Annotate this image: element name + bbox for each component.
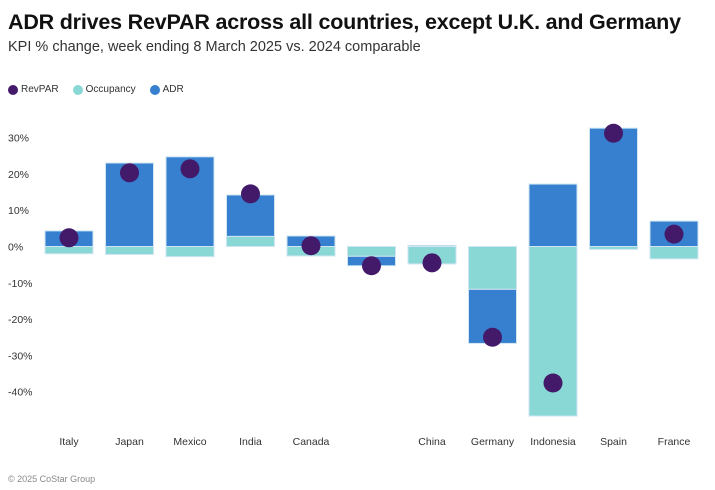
x-tick-label: France <box>658 436 691 448</box>
legend-item-revpar: RevPAR <box>8 84 59 95</box>
bar-occupancy <box>105 246 154 255</box>
y-tick-label: -20% <box>8 314 33 326</box>
revpar-dot <box>664 224 684 244</box>
y-tick-label: 30% <box>8 133 29 145</box>
revpar-dot <box>59 228 79 248</box>
bar-adr <box>589 127 638 247</box>
occupancy-swatch <box>72 84 83 95</box>
revpar-dot <box>483 327 502 347</box>
legend-item-adr: ADR <box>149 84 184 95</box>
y-tick-label: -30% <box>8 350 33 362</box>
bar-occupancy <box>649 246 699 260</box>
revpar-dot <box>604 123 623 143</box>
bar-occupancy <box>226 235 275 247</box>
legend: RevPAR Occupancy ADR <box>8 84 184 95</box>
revpar-dot <box>180 159 200 179</box>
bar-occupancy <box>347 246 396 257</box>
y-tick-label: 10% <box>8 205 29 217</box>
bar-occupancy <box>468 246 517 290</box>
bar-adr <box>407 244 457 247</box>
chart-title: ADR drives RevPAR across all countries, … <box>8 10 681 34</box>
adr-swatch <box>149 84 160 95</box>
x-tick-label: India <box>239 436 262 448</box>
y-tick-label: -10% <box>8 278 33 290</box>
chart-subtitle: KPI % change, week ending 8 March 2025 v… <box>8 39 421 55</box>
bar-adr <box>528 183 578 247</box>
x-tick-label: Japan <box>115 436 144 448</box>
x-tick-label: Mexico <box>173 436 206 448</box>
revpar-dot <box>241 184 260 204</box>
x-tick-label: China <box>418 436 446 448</box>
y-tick-label: -40% <box>8 387 33 399</box>
revpar-dot <box>543 373 563 393</box>
revpar-dot <box>301 236 321 256</box>
x-tick-label: Indonesia <box>530 436 576 448</box>
revpar-dot <box>422 253 442 273</box>
legend-label: RevPAR <box>21 84 59 95</box>
revpar-dot <box>120 163 139 183</box>
x-tick-label: Germany <box>471 436 515 448</box>
x-tick-label: Canada <box>293 436 330 448</box>
legend-label: Occupancy <box>85 84 136 95</box>
bar-occupancy <box>44 246 94 255</box>
y-tick-label: 20% <box>8 169 29 181</box>
y-tick-label: 0% <box>8 242 23 254</box>
x-tick-label: Italy <box>59 436 79 448</box>
revpar-dot <box>362 256 381 276</box>
bar-adr <box>105 162 154 247</box>
revpar-swatch <box>8 84 18 95</box>
bar-occupancy <box>165 246 215 258</box>
legend-item-occupancy: Occupancy <box>72 84 136 95</box>
x-tick-label: Spain <box>600 436 627 448</box>
copyright: © 2025 CoStar Group <box>8 474 96 484</box>
legend-label: ADR <box>162 84 184 95</box>
